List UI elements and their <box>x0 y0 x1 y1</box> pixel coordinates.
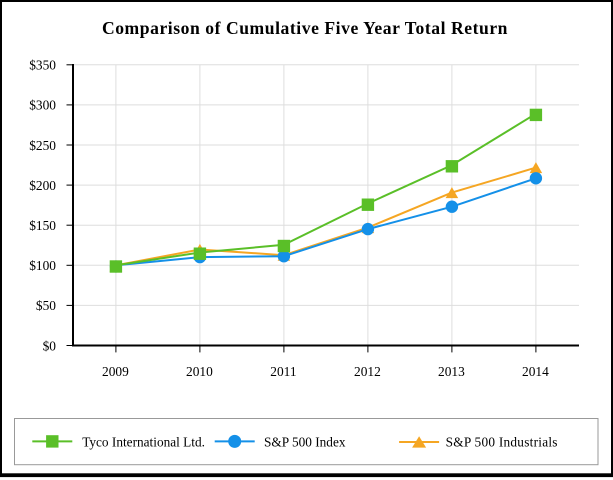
svg-text:$250: $250 <box>29 138 56 153</box>
svg-text:S&P 500 Industrials: S&P 500 Industrials <box>446 434 558 449</box>
svg-text:2009: 2009 <box>102 364 129 379</box>
svg-text:Tyco International Ltd.: Tyco International Ltd. <box>82 434 205 449</box>
svg-text:$100: $100 <box>29 258 56 273</box>
svg-text:$350: $350 <box>29 58 56 73</box>
svg-text:S&P 500 Index: S&P 500 Index <box>264 434 346 449</box>
svg-text:2010: 2010 <box>186 364 213 379</box>
svg-text:2011: 2011 <box>270 364 296 379</box>
svg-text:$0: $0 <box>43 338 57 353</box>
svg-text:2012: 2012 <box>354 364 381 379</box>
svg-text:$300: $300 <box>29 98 56 113</box>
svg-text:$50: $50 <box>36 298 56 313</box>
svg-text:2013: 2013 <box>438 364 465 379</box>
svg-text:2014: 2014 <box>522 364 549 379</box>
svg-text:Comparison of Cumulative Five: Comparison of Cumulative Five Year Total… <box>102 18 508 38</box>
svg-text:$200: $200 <box>29 178 56 193</box>
svg-text:$150: $150 <box>29 218 56 233</box>
